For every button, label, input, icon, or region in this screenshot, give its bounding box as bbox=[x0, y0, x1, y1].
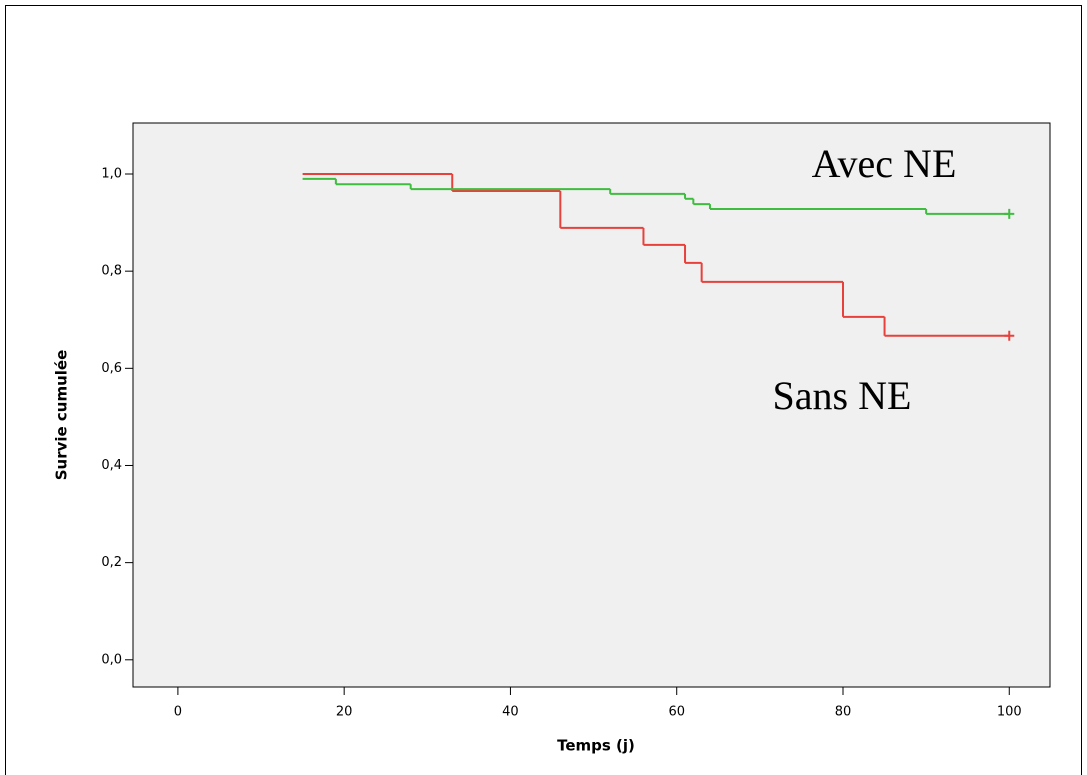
series-label: Sans NE bbox=[773, 373, 912, 418]
x-tick-label: 40 bbox=[502, 705, 519, 720]
series-label: Avec NE bbox=[812, 141, 957, 186]
y-tick-label: 0,8 bbox=[101, 264, 122, 279]
y-tick-label: 0,4 bbox=[101, 458, 122, 473]
y-tick-label: 0,0 bbox=[101, 652, 122, 667]
x-tick-label: 60 bbox=[668, 705, 685, 720]
x-axis-title: Temps (j) bbox=[557, 737, 635, 755]
x-tick-label: 0 bbox=[174, 705, 182, 720]
y-tick-label: 0,6 bbox=[101, 361, 122, 376]
y-tick-label: 0,2 bbox=[101, 555, 122, 570]
censor-mark bbox=[1004, 330, 1015, 341]
plot-area bbox=[132, 122, 1051, 688]
x-tick-label: 100 bbox=[997, 705, 1022, 720]
x-tick-label: 80 bbox=[835, 705, 852, 720]
y-axis-title: Survie cumulée bbox=[53, 350, 71, 481]
frame bbox=[5, 5, 1082, 775]
censor-mark bbox=[1004, 208, 1015, 219]
x-tick-label: 20 bbox=[336, 705, 353, 720]
y-tick-label: 1,0 bbox=[101, 167, 122, 182]
